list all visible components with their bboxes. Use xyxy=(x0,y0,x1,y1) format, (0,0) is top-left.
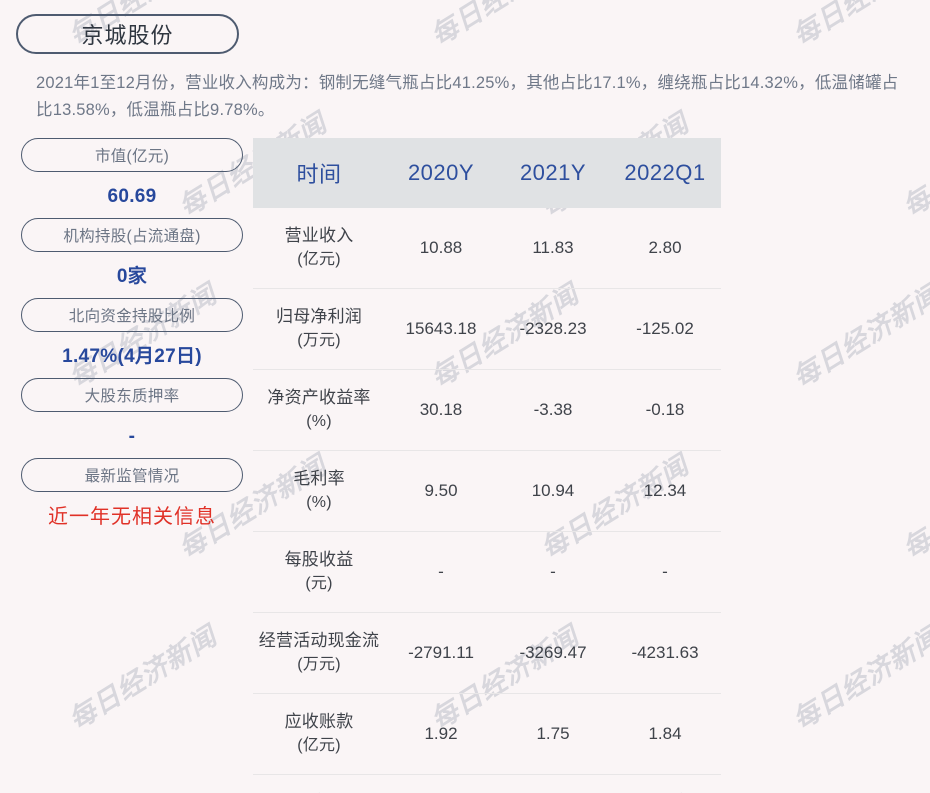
metric-label-pill[interactable]: 市值(亿元) xyxy=(21,138,243,172)
metric-value-main: - xyxy=(128,426,136,447)
column-header: 时间 xyxy=(253,138,385,208)
metric-block: 市值(亿元) 60.69 xyxy=(14,138,250,210)
row-label-unit: (亿元) xyxy=(297,737,341,754)
metric-value: 0家 xyxy=(14,264,250,290)
metric-value-main: 60.69 xyxy=(107,186,157,207)
table-cell: -4231.63 xyxy=(609,612,721,694)
table-cell: 15643.18 xyxy=(385,288,497,370)
table-cell: - xyxy=(609,531,721,613)
table-cell: -125.02 xyxy=(609,288,721,370)
table-cell: 1.75 xyxy=(497,693,609,775)
metric-value-main: 近一年无相关信息 xyxy=(48,506,216,528)
table-cell: 1.84 xyxy=(609,693,721,775)
table-cell: 10.94 xyxy=(497,450,609,532)
table-cell: -3.38 xyxy=(497,369,609,451)
table-row: 经营活动现金流 (万元) -2791.11 -3269.47 -4231.63 xyxy=(253,612,721,694)
row-label: 净资产收益率 (%) xyxy=(253,369,385,451)
financial-table-container: 时间 2020Y 2021Y 2022Q1 营业收入 (亿元) 10.88 11.83 2.8… xyxy=(253,138,721,775)
metric-label-pill[interactable]: 大股东质押率 xyxy=(21,378,243,412)
column-header: 2021Y xyxy=(497,138,609,208)
metric-block: 机构持股(占流通盘) 0家 xyxy=(14,218,250,290)
metric-value-sub: (4月27日) xyxy=(117,346,202,367)
table-cell: 2.80 xyxy=(609,208,721,289)
row-label: 毛利率 (%) xyxy=(253,450,385,532)
row-label-name: 营业收入 xyxy=(284,226,354,245)
metric-label-pill[interactable]: 机构持股(占流通盘) xyxy=(21,218,243,252)
table-row: 归母净利润 (万元) 15643.18 -2328.23 -125.02 xyxy=(253,288,721,370)
table-cell: - xyxy=(497,531,609,613)
metric-block: 北向资金持股比例 1.47%(4月27日) xyxy=(14,298,250,370)
metric-value-main: 0家 xyxy=(116,266,148,287)
table-row: 应收账款 (亿元) 1.92 1.75 1.84 xyxy=(253,693,721,775)
title-area: 京城股份 xyxy=(0,0,930,54)
row-label-name: 每股收益 xyxy=(284,550,354,569)
company-name-pill: 京城股份 xyxy=(16,14,239,54)
row-label-unit: (亿元) xyxy=(297,251,341,268)
row-label-unit: (%) xyxy=(306,413,332,430)
table-header-row: 时间 2020Y 2021Y 2022Q1 xyxy=(253,138,721,208)
row-label: 每股收益 (元) xyxy=(253,531,385,613)
table-cell: 12.34 xyxy=(609,450,721,532)
metric-value-main: 1.47% xyxy=(62,346,118,367)
metric-label: 市值(亿元) xyxy=(94,148,170,165)
table-row: 营业收入 (亿元) 10.88 11.83 2.80 xyxy=(253,208,721,289)
metric-label: 最新监管情况 xyxy=(84,468,180,485)
metric-value: 近一年无相关信息 xyxy=(14,504,250,530)
row-label-name: 毛利率 xyxy=(293,469,345,488)
table-cell: 1.92 xyxy=(385,693,497,775)
row-label-unit: (元) xyxy=(305,575,333,592)
card-body: 市值(亿元) 60.69 机构持股(占流通盘) 0家北向资金持股比例 1.47%(4月2… xyxy=(0,138,930,775)
row-label-unit: (万元) xyxy=(297,332,341,349)
row-label-name: 应收账款 xyxy=(284,712,354,731)
table-header: 时间 2020Y 2021Y 2022Q1 xyxy=(253,138,721,208)
row-label: 经营活动现金流 (万元) xyxy=(253,612,385,694)
metrics-sidebar: 市值(亿元) 60.69 机构持股(占流通盘) 0家北向资金持股比例 1.47%(4月2… xyxy=(0,138,250,538)
table-cell: -2328.23 xyxy=(497,288,609,370)
table-cell: -0.18 xyxy=(609,369,721,451)
metric-block: 最新监管情况近一年无相关信息 xyxy=(14,458,250,530)
table-cell: -2791.11 xyxy=(385,612,497,694)
column-header: 2020Y xyxy=(385,138,497,208)
metric-value: 60.69 xyxy=(14,184,250,210)
row-label: 应收账款 (亿元) xyxy=(253,693,385,775)
metric-label: 北向资金持股比例 xyxy=(68,308,196,325)
metric-label-pill[interactable]: 北向资金持股比例 xyxy=(21,298,243,332)
row-label-unit: (%) xyxy=(306,494,332,511)
table-row: 净资产收益率 (%) 30.18 -3.38 -0.18 xyxy=(253,369,721,451)
metric-label-pill[interactable]: 最新监管情况 xyxy=(21,458,243,492)
row-label: 营业收入 (亿元) xyxy=(253,208,385,289)
table-cell: 11.83 xyxy=(497,208,609,289)
row-label-name: 净资产收益率 xyxy=(267,388,371,407)
revenue-composition-description: 2021年1至12月份，营业收入构成为：钢制无缝气瓶占比41.25%，其他占比1… xyxy=(36,74,899,119)
row-label: 归母净利润 (万元) xyxy=(253,288,385,370)
row-label-name: 归母净利润 xyxy=(276,307,362,326)
table-row: 每股收益 (元) - - - xyxy=(253,531,721,613)
row-label-unit: (万元) xyxy=(297,656,341,673)
table-cell: -3269.47 xyxy=(497,612,609,694)
table-body: 营业收入 (亿元) 10.88 11.83 2.80 归母净利润 (万元) 15643.18-… xyxy=(253,208,721,775)
table-cell: 9.50 xyxy=(385,450,497,532)
metric-block: 大股东质押率 - xyxy=(14,378,250,450)
row-label-name: 经营活动现金流 xyxy=(258,631,380,650)
column-header: 2022Q1 xyxy=(609,138,721,208)
table-cell: - xyxy=(385,531,497,613)
metric-value: - xyxy=(14,424,250,450)
company-name-label: 京城股份 xyxy=(81,23,174,48)
metric-label: 大股东质押率 xyxy=(84,388,180,405)
financial-table: 时间 2020Y 2021Y 2022Q1 营业收入 (亿元) 10.88 11.83 2.8… xyxy=(253,138,721,775)
table-row: 毛利率 (%) 9.50 10.94 12.34 xyxy=(253,450,721,532)
metric-label: 机构持股(占流通盘) xyxy=(63,228,201,245)
table-cell: 10.88 xyxy=(385,208,497,289)
table-cell: 30.18 xyxy=(385,369,497,451)
metric-value: 1.47%(4月27日) xyxy=(14,344,250,370)
